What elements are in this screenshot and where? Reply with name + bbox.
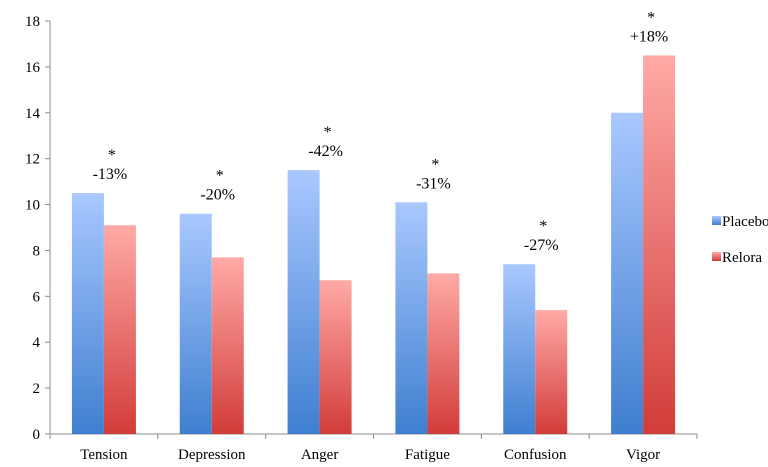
x-tick-label: Vigor — [626, 447, 660, 463]
y-tick-label: 14 — [25, 106, 41, 122]
percent-change-label: -31% — [416, 175, 451, 192]
x-tick-label: Fatigue — [405, 447, 450, 463]
axes: 0 2 4 6 8 10 12 14 16 18 — [25, 14, 698, 443]
x-tick-label: Depression — [178, 447, 246, 463]
significance-marker: * — [539, 218, 547, 235]
y-tick-label: 0 — [33, 427, 41, 443]
legend: Placebo Relora — [712, 214, 768, 266]
bar-relora-confusion — [535, 310, 568, 434]
significance-marker: * — [647, 9, 655, 26]
bar-placebo-fatigue — [395, 202, 428, 434]
bar-relora-vigor — [643, 55, 676, 435]
y-tick-label: 10 — [25, 198, 40, 214]
x-tick-label: Confusion — [504, 447, 567, 463]
bars — [71, 55, 676, 435]
bar-placebo-anger — [287, 170, 320, 434]
legend-label-placebo: Placebo — [722, 214, 768, 230]
legend-label-relora: Relora — [722, 250, 762, 266]
significance-marker: * — [431, 156, 439, 173]
bar-placebo-depression — [179, 213, 212, 434]
percent-change-label: +18% — [630, 28, 668, 45]
legend-swatch-relora — [712, 252, 721, 261]
significance-marker: * — [108, 147, 116, 164]
y-tick-label: 4 — [33, 335, 41, 351]
x-tick-label: Anger — [301, 447, 339, 463]
x-tick-label: Tension — [80, 447, 128, 463]
bar-placebo-tension — [71, 193, 104, 434]
bar-relora-fatigue — [427, 273, 460, 434]
percent-change-label: -13% — [93, 166, 128, 183]
bar-relora-tension — [103, 225, 136, 434]
significance-marker: * — [216, 168, 224, 185]
legend-swatch-placebo — [712, 216, 721, 225]
bar-placebo-confusion — [503, 264, 536, 434]
y-tick-label: 12 — [25, 152, 40, 168]
percent-change-label: -42% — [308, 143, 343, 160]
bar-relora-anger — [319, 280, 352, 434]
y-tick-label: 8 — [33, 243, 41, 259]
y-tick-label: 16 — [25, 60, 41, 76]
percent-change-label: -27% — [524, 237, 559, 254]
labels: Tension * -13% Depression * -20% Anger * -42% Fat… — [80, 9, 668, 463]
bar-placebo-vigor — [611, 112, 644, 435]
y-tick-label: 2 — [33, 381, 41, 397]
percent-change-label: -20% — [200, 187, 235, 204]
y-tick-label: 18 — [25, 14, 40, 30]
y-tick-label: 6 — [33, 289, 41, 305]
significance-marker: * — [324, 124, 332, 141]
bar-relora-depression — [211, 257, 244, 434]
